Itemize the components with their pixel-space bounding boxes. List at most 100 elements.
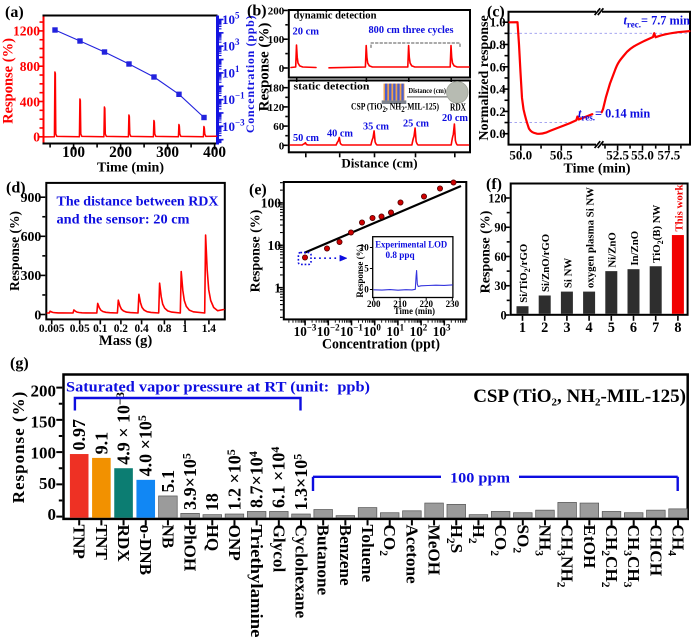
svg-text:Response (%): Response (%) xyxy=(479,210,494,293)
svg-text:100: 100 xyxy=(62,144,85,161)
svg-text:Distance (cm): Distance (cm) xyxy=(409,88,447,95)
svg-text:9.1: 9.1 xyxy=(91,432,111,455)
svg-text:100: 100 xyxy=(268,34,285,46)
svg-text:0: 0 xyxy=(48,505,57,524)
svg-text:0: 0 xyxy=(364,285,369,295)
svg-text:Time (min): Time (min) xyxy=(563,162,630,177)
svg-text:CO2​: CO2​ xyxy=(377,525,399,557)
svg-text:Experimental LOD: Experimental LOD xyxy=(375,240,447,250)
svg-text:30: 30 xyxy=(494,279,506,293)
svg-text:o-DNB: o-DNB xyxy=(136,525,155,576)
svg-text:120: 120 xyxy=(488,191,506,205)
svg-text:0.8 ppq: 0.8 ppq xyxy=(386,250,416,260)
svg-text:50.0: 50.0 xyxy=(509,148,532,163)
svg-text:static detection: static detection xyxy=(294,81,370,93)
svg-text:Toluene: Toluene xyxy=(358,525,377,583)
svg-text:(b): (b) xyxy=(247,3,267,20)
svg-text:220: 220 xyxy=(419,299,433,309)
svg-text:0.1: 0.1 xyxy=(93,323,108,335)
svg-text:5: 5 xyxy=(364,264,369,274)
svg-text:0.4: 0.4 xyxy=(490,83,506,97)
svg-text:Response (%): Response (%) xyxy=(249,209,264,292)
svg-text:900: 900 xyxy=(21,190,42,205)
svg-text:0.8: 0.8 xyxy=(157,323,172,335)
svg-text:Si NW: Si NW xyxy=(562,258,574,289)
svg-text:100: 100 xyxy=(261,196,282,211)
svg-text:Normalized response: Normalized response xyxy=(477,15,492,140)
svg-text:200: 200 xyxy=(367,299,381,309)
svg-text:CSP (TiO2, NH2-MIL-125): CSP (TiO2, NH2-MIL-125) xyxy=(351,102,439,115)
svg-text:SO2​: SO2​ xyxy=(510,525,532,554)
svg-text:300: 300 xyxy=(21,268,42,283)
svg-text:100: 100 xyxy=(31,443,57,462)
svg-text:(d): (d) xyxy=(6,180,26,197)
svg-text:200: 200 xyxy=(109,144,132,161)
svg-text:90: 90 xyxy=(494,221,506,235)
svg-text:0: 0 xyxy=(33,130,40,145)
svg-text:CSP (TiO2, NH2-MIL-125): CSP (TiO2, NH2-MIL-125) xyxy=(473,386,686,409)
svg-text:NH3​: NH3​ xyxy=(532,525,554,557)
svg-text:800: 800 xyxy=(20,59,41,74)
svg-text:60: 60 xyxy=(494,250,506,264)
svg-text:Concentration (ppt): Concentration (ppt) xyxy=(322,337,440,353)
svg-text:5.1: 5.1 xyxy=(158,470,178,493)
svg-text:Response (%): Response (%) xyxy=(9,391,28,504)
svg-text:PhOH: PhOH xyxy=(181,525,200,572)
svg-text:Response (%): Response (%) xyxy=(257,23,273,112)
svg-text:Saturated vapor pressure at RT: Saturated vapor pressure at RT (unit: pp… xyxy=(66,380,370,396)
svg-text:Cyclohexane: Cyclohexane xyxy=(292,525,311,619)
svg-text:CHCH: CHCH xyxy=(646,525,665,577)
svg-text:trec.= 7.7 min: trec.= 7.7 min xyxy=(624,14,691,30)
svg-text:HQ: HQ xyxy=(203,525,222,552)
svg-text:40 cm: 40 cm xyxy=(327,129,353,140)
svg-text:0: 0 xyxy=(279,140,285,152)
svg-text:Distance (cm): Distance (cm) xyxy=(341,156,417,171)
svg-text:Response (%): Response (%) xyxy=(1,38,17,124)
svg-text:TNP: TNP xyxy=(70,525,89,560)
svg-text:(c): (c) xyxy=(487,4,505,21)
svg-text:300: 300 xyxy=(156,144,179,161)
svg-text:8: 8 xyxy=(674,320,681,336)
svg-text:Glycol: Glycol xyxy=(269,525,288,573)
svg-text:Response (%): Response (%) xyxy=(7,211,22,291)
svg-text:dynamic detection: dynamic detection xyxy=(294,10,377,22)
svg-text:0.005: 0.005 xyxy=(39,323,65,335)
svg-text:CO2​: CO2​ xyxy=(488,525,510,557)
svg-text:1.2 ×105​: 1.2 ×105​ xyxy=(224,449,245,510)
svg-text:25 cm: 25 cm xyxy=(403,119,429,130)
svg-text:(f): (f) xyxy=(486,176,502,193)
svg-text:150: 150 xyxy=(31,412,57,431)
svg-text:180: 180 xyxy=(268,83,285,95)
svg-text:35 cm: 35 cm xyxy=(363,121,389,132)
svg-text:1.4: 1.4 xyxy=(202,323,217,335)
svg-text:1: 1 xyxy=(519,320,526,336)
svg-text:0.97: 0.97 xyxy=(69,419,89,451)
svg-text:Response (%): Response (%) xyxy=(355,244,365,297)
svg-text:120: 120 xyxy=(268,102,285,114)
svg-text:55.0: 55.0 xyxy=(631,148,654,163)
svg-text:CH4​: CH4​ xyxy=(666,525,688,557)
svg-text:Time (min): Time (min) xyxy=(97,160,164,175)
svg-text:60: 60 xyxy=(273,121,285,133)
svg-text:200: 200 xyxy=(31,382,57,401)
svg-text:20 cm: 20 cm xyxy=(293,27,320,38)
svg-text:RDX: RDX xyxy=(450,103,467,114)
svg-text:50: 50 xyxy=(39,474,56,493)
svg-text:Triethylamine: Triethylamine xyxy=(247,525,266,638)
svg-text:Benzene: Benzene xyxy=(336,525,355,586)
svg-text:0.8: 0.8 xyxy=(490,38,506,52)
svg-text:(g): (g) xyxy=(10,355,29,372)
svg-text:20 cm: 20 cm xyxy=(442,113,468,124)
svg-text:10: 10 xyxy=(360,243,370,253)
svg-text:1: 1 xyxy=(182,323,188,335)
svg-text:2: 2 xyxy=(541,320,548,336)
svg-text:and the sensor: 20 cm: and the sensor: 20 cm xyxy=(57,212,191,227)
svg-text:400: 400 xyxy=(20,94,41,109)
svg-text:Ni/ZnO: Ni/ZnO xyxy=(607,232,619,267)
svg-text:0: 0 xyxy=(34,307,41,322)
svg-text:52.5: 52.5 xyxy=(606,148,629,163)
svg-text:6: 6 xyxy=(630,320,637,336)
svg-text:Concentration (ppb): Concentration (ppb) xyxy=(243,15,257,133)
svg-text:H2​S: H2​S xyxy=(444,525,466,554)
svg-text:800 cm three cycles: 800 cm three cycles xyxy=(369,25,454,36)
